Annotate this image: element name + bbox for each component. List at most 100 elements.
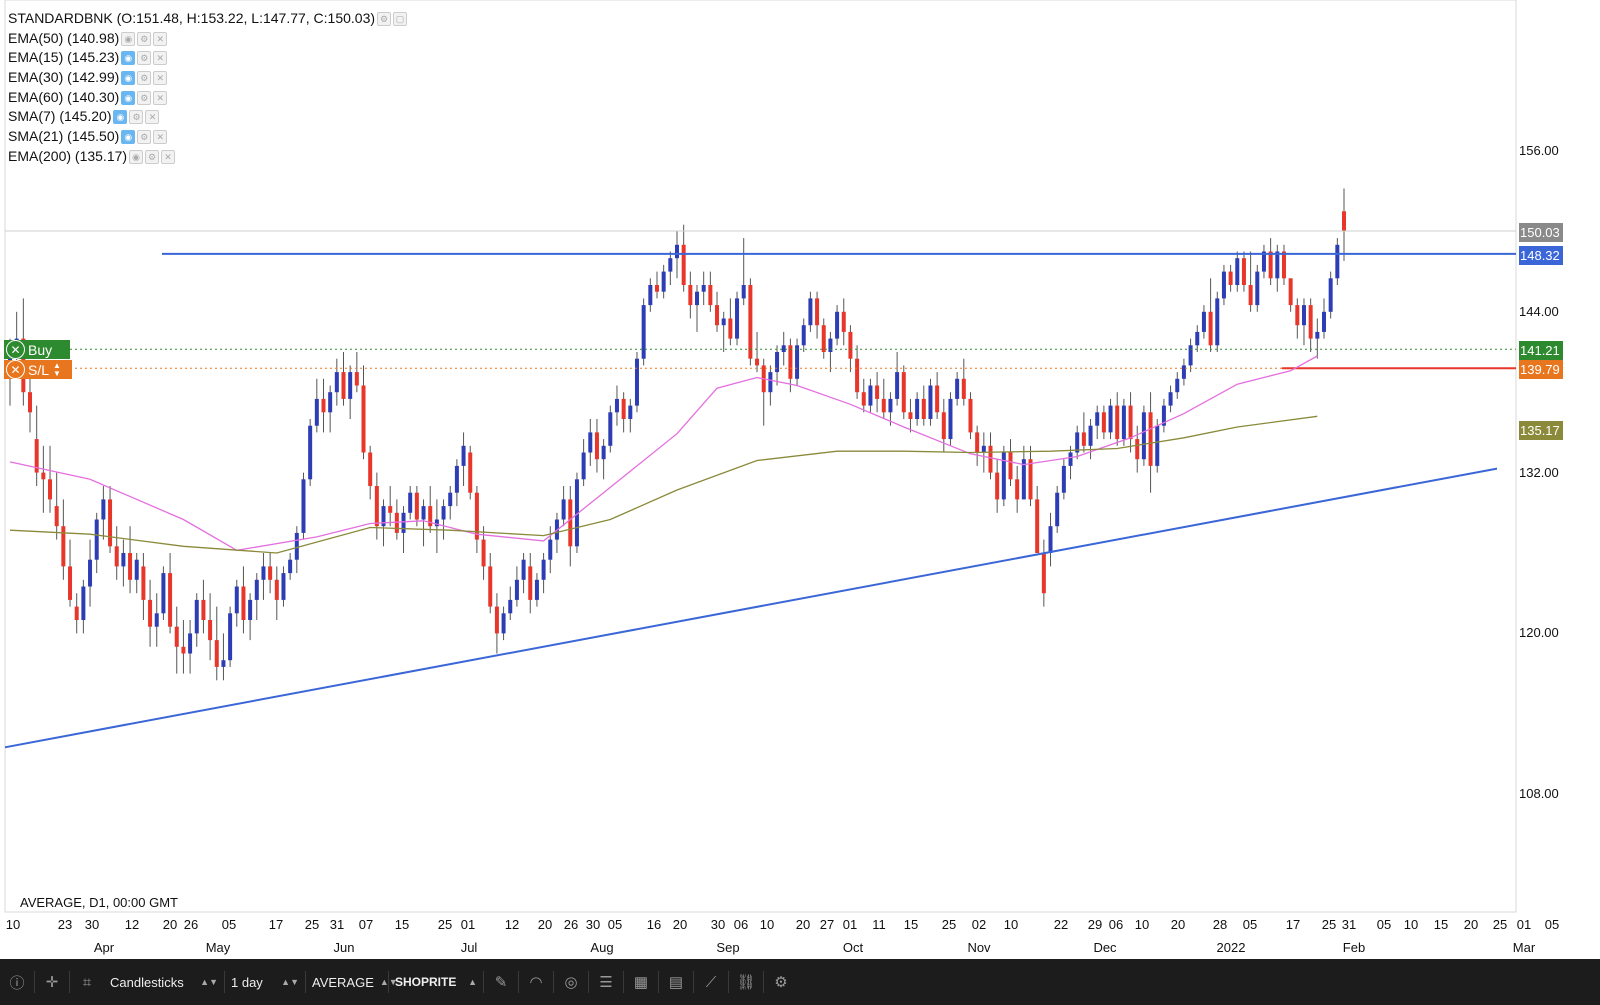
link-icon[interactable]: ⛓: [736, 974, 756, 991]
settings-icon[interactable]: ⚙: [137, 70, 152, 85]
sl-label: S/L: [28, 361, 50, 378]
x-day-label: 20: [1170, 917, 1186, 932]
candle: [541, 553, 546, 594]
chart-type-value: Candlesticks: [110, 974, 184, 990]
candle-body: [1055, 492, 1060, 527]
candle-body: [775, 352, 780, 373]
candle: [1301, 298, 1306, 346]
close-icon[interactable]: ✕: [6, 340, 25, 359]
hide-eye-icon[interactable]: ◎: [564, 974, 578, 991]
candle: [741, 238, 746, 306]
layout-grid-icon[interactable]: ▦: [633, 974, 649, 991]
delete-icon[interactable]: ✕: [145, 110, 160, 125]
candle-body: [1275, 251, 1280, 279]
eye-icon[interactable]: ◉: [121, 51, 136, 66]
settings-icon[interactable]: ⚙: [145, 149, 160, 164]
x-day-label: 07: [358, 917, 374, 932]
indicators-icon[interactable]: ☰: [599, 974, 613, 991]
candle-body: [1315, 331, 1320, 339]
eye-icon[interactable]: ◉: [121, 31, 136, 46]
eye-icon[interactable]: ◉: [121, 129, 136, 144]
candle: [641, 298, 646, 366]
eye-icon[interactable]: ◉: [129, 149, 144, 164]
candle-body: [601, 445, 606, 460]
candle-body: [174, 626, 179, 647]
delete-icon[interactable]: ✕: [153, 90, 168, 105]
settings-icon[interactable]: ⚙: [137, 51, 152, 66]
timeframe-select[interactable]: 1 day ▲▼: [225, 968, 305, 996]
candle-body: [48, 479, 53, 500]
x-day-label: 20: [537, 917, 553, 932]
candle-body: [1008, 452, 1013, 480]
candle-body: [114, 546, 119, 567]
crosshair-icon[interactable]: ✛: [45, 974, 59, 991]
candle: [648, 278, 653, 312]
delete-icon[interactable]: ✕: [161, 149, 176, 164]
candle-body: [428, 506, 433, 527]
stop-loss-button[interactable]: ✕ S/L ▲ ▼: [4, 360, 72, 379]
x-month-label: Feb: [1342, 940, 1366, 955]
candle-body: [855, 358, 860, 393]
buy-button[interactable]: ✕ Buy: [4, 340, 70, 359]
crop-icon[interactable]: ⌗: [82, 973, 92, 991]
settings-icon[interactable]: ⚙: [137, 31, 152, 46]
candle-body: [1081, 432, 1086, 446]
pencil-icon[interactable]: ✎: [494, 974, 508, 991]
candle-body: [1035, 499, 1040, 554]
candle-body: [1021, 459, 1026, 500]
candle-body: [361, 385, 366, 453]
candle-body: [995, 472, 1000, 500]
candle-body: [1308, 305, 1313, 339]
eye-icon[interactable]: ◉: [121, 70, 136, 85]
candle: [628, 398, 633, 433]
eye-icon[interactable]: ◉: [113, 110, 128, 125]
candle-body: [108, 499, 113, 547]
candle: [248, 593, 253, 641]
candle: [394, 499, 399, 540]
candle-body: [434, 519, 439, 527]
symbol-select[interactable]: SHOPRITE ▲: [389, 968, 483, 996]
settings-icon[interactable]: ⚙: [137, 129, 152, 144]
fibonacci-icon[interactable]: ◠: [529, 974, 543, 991]
last-price-tag: 150.03: [1519, 223, 1563, 242]
info-icon[interactable]: ⓘ: [9, 974, 25, 992]
settings-icon[interactable]: ⚙: [129, 110, 144, 125]
arrows-icon[interactable]: ▲ ▼: [53, 360, 61, 378]
delete-icon[interactable]: ✕: [153, 70, 168, 85]
line-tool-icon[interactable]: ⟋: [705, 973, 717, 991]
candle-body: [448, 492, 453, 507]
candle: [1155, 419, 1160, 473]
delete-icon[interactable]: ✕: [153, 129, 168, 144]
candle: [594, 419, 599, 473]
candle: [1081, 412, 1086, 453]
chart-type-select[interactable]: Candlesticks ▲▼: [104, 968, 224, 996]
candle-body: [1181, 365, 1186, 379]
settings-icon[interactable]: ⚙: [137, 90, 152, 105]
price-feed-select[interactable]: AVERAGE▲▼: [306, 968, 398, 996]
candle-body: [1228, 271, 1233, 286]
settings-icon[interactable]: ⚙: [377, 11, 392, 26]
candle: [701, 271, 706, 306]
candle-body: [214, 640, 219, 667]
candle-body: [1208, 311, 1213, 346]
divider: [34, 971, 35, 993]
candle-body: [1001, 452, 1006, 500]
delete-icon[interactable]: ✕: [153, 31, 168, 46]
candle-body: [74, 606, 79, 621]
candle-body: [735, 298, 740, 339]
delete-icon[interactable]: ✕: [153, 51, 168, 66]
gear-icon[interactable]: ⚙: [774, 974, 788, 991]
candle: [1321, 298, 1326, 339]
candle-body: [614, 398, 619, 413]
candle: [88, 539, 93, 607]
candle: [328, 385, 333, 433]
close-icon[interactable]: ✕: [6, 360, 25, 379]
price-chart[interactable]: [0, 0, 1600, 959]
candle-body: [935, 385, 940, 413]
eye-icon[interactable]: ◉: [121, 90, 136, 105]
candle: [815, 291, 820, 339]
candle-body: [1215, 298, 1220, 346]
templates-icon[interactable]: ▤: [668, 974, 684, 991]
candle: [828, 331, 833, 373]
settings-icon[interactable]: ▢: [393, 11, 408, 26]
